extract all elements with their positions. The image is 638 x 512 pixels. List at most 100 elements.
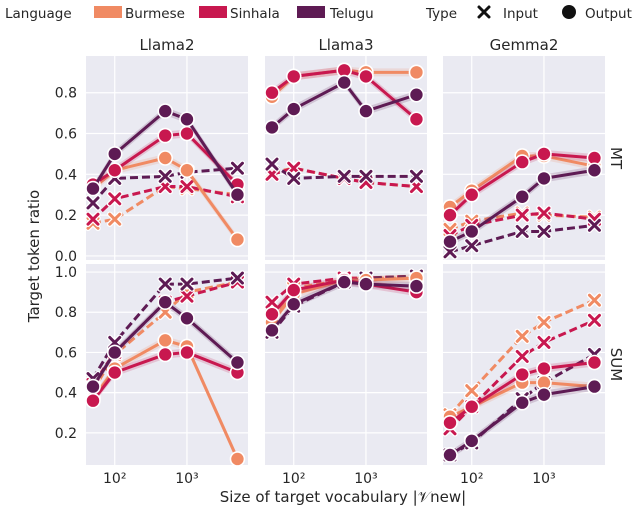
x-tick-label: 10³ xyxy=(354,471,377,487)
x-axis-label: Size of target vocabulary |𝒱new| xyxy=(220,488,466,506)
y-tick-label: 1.0 xyxy=(55,265,77,281)
data-point-input xyxy=(86,212,100,226)
data-point-output xyxy=(514,154,531,170)
data-point-output xyxy=(463,433,480,449)
data-point-input xyxy=(359,169,373,183)
series-telugu-output xyxy=(442,378,603,463)
column-title: Llama3 xyxy=(318,36,373,54)
legend-label-output: Output xyxy=(585,6,632,22)
data-point-output xyxy=(106,146,123,162)
data-point-input xyxy=(108,192,122,206)
data-point-output xyxy=(536,360,552,377)
y-tick-label: 0.6 xyxy=(55,345,77,361)
data-point-output xyxy=(264,322,280,339)
series-sinhala-output xyxy=(85,344,246,409)
panel-mt-gemma2: Gemma2 MT xyxy=(442,36,625,260)
data-point-output xyxy=(408,278,425,294)
data-point-output xyxy=(408,86,425,103)
data-point-input xyxy=(587,313,601,327)
data-point-output xyxy=(106,344,123,361)
data-point-input xyxy=(515,329,529,343)
data-point-output xyxy=(106,162,123,179)
y-tick-label: 0.4 xyxy=(55,167,77,183)
data-point-output xyxy=(85,392,101,409)
y-tick-label: 0.0 xyxy=(55,249,77,265)
row-label: SUM xyxy=(607,348,625,381)
legend-swatch-telugu xyxy=(297,6,325,18)
data-point-input xyxy=(108,212,122,226)
data-point-output xyxy=(285,296,302,313)
data-point-output xyxy=(442,447,458,463)
data-point-output xyxy=(514,188,531,205)
series-telugu-input xyxy=(442,217,603,260)
data-point-output xyxy=(179,111,195,128)
series-telugu-output xyxy=(85,103,246,203)
data-point-output xyxy=(536,146,552,162)
data-point-output xyxy=(463,223,480,240)
legend-label-burmese: Burmese xyxy=(125,6,185,22)
data-point-output xyxy=(179,344,195,361)
data-point-input xyxy=(587,218,601,232)
series-sinhala-output xyxy=(442,354,603,431)
data-point-output xyxy=(285,282,302,298)
data-point-output xyxy=(514,366,531,383)
data-point-output xyxy=(408,64,425,81)
data-point-input xyxy=(587,293,601,307)
y-tick-label: 0.4 xyxy=(55,386,77,402)
data-point-input xyxy=(180,289,194,303)
data-point-input xyxy=(337,169,351,183)
data-point-output xyxy=(157,103,174,119)
x-tick-label: 10² xyxy=(103,471,126,487)
data-point-output xyxy=(442,414,458,431)
series-line xyxy=(448,298,596,416)
data-point-output xyxy=(179,310,195,327)
data-point-output xyxy=(336,74,353,91)
legend-label-input: Input xyxy=(503,6,538,22)
data-point-input xyxy=(515,224,529,238)
y-tick-label: 0.6 xyxy=(55,127,77,143)
data-point-input xyxy=(537,206,551,220)
y-tick-label: 0.8 xyxy=(55,86,77,102)
data-point-input xyxy=(230,161,244,175)
legend-type-title: Type xyxy=(425,6,457,22)
data-point-output xyxy=(536,386,552,403)
data-point-output xyxy=(85,378,101,395)
confidence-band xyxy=(449,166,595,246)
data-point-output xyxy=(229,186,246,203)
data-point-input xyxy=(465,239,479,253)
series-telugu-output xyxy=(264,274,425,339)
data-point-output xyxy=(336,274,353,290)
data-point-output xyxy=(442,233,458,250)
x-tick-label: 10² xyxy=(460,471,483,487)
data-point-output xyxy=(358,103,374,119)
column-title: Llama2 xyxy=(139,36,194,54)
series-sinhala-output xyxy=(442,146,603,223)
data-point-output xyxy=(229,231,246,248)
data-point-output xyxy=(358,276,374,292)
legend-label-telugu: Telugu xyxy=(329,6,374,22)
data-point-input xyxy=(158,277,172,291)
series-telugu-output xyxy=(442,162,603,250)
legend: Language Burmese Sinhala Telugu Type Inp… xyxy=(5,5,632,22)
data-point-output xyxy=(586,162,603,179)
data-point-output xyxy=(106,364,123,381)
panel-mt-llama2: 0.0 0.2 0.4 0.6 0.8 Llama2 xyxy=(55,36,248,265)
y-axis-label: Target token ratio xyxy=(25,190,43,323)
x-tick-label: 10² xyxy=(282,471,305,487)
data-point-input xyxy=(265,295,279,309)
data-point-input xyxy=(158,169,172,183)
confidence-band xyxy=(271,278,417,335)
data-point-input xyxy=(180,277,194,291)
data-point-input xyxy=(537,315,551,329)
confidence-band xyxy=(92,129,238,189)
data-point-input xyxy=(515,349,529,363)
data-point-output xyxy=(442,207,458,223)
data-point-input xyxy=(287,171,301,185)
data-point-input xyxy=(86,196,100,210)
series-telugu-input xyxy=(264,156,425,187)
row-label: MT xyxy=(607,147,625,170)
data-point-output xyxy=(229,354,246,371)
data-point-output xyxy=(358,68,374,85)
data-point-input xyxy=(537,224,551,238)
data-point-output xyxy=(157,332,174,349)
